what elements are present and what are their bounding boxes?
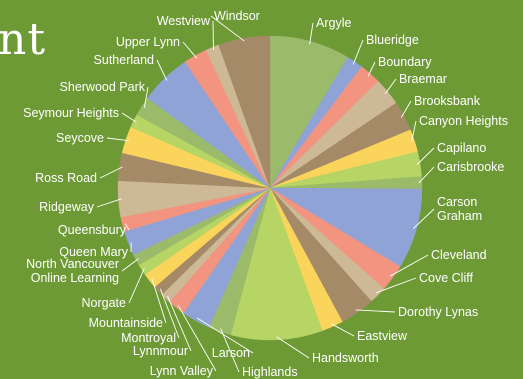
leader-line bbox=[151, 278, 167, 324]
slice-label: Westview bbox=[157, 14, 211, 28]
slice-label: Highlands bbox=[242, 365, 298, 379]
leader-line bbox=[384, 78, 397, 94]
leader-lines bbox=[96, 15, 435, 373]
slice-label: Eastview bbox=[357, 329, 408, 343]
pie-slices bbox=[117, 35, 423, 341]
slice-label: Lynnmour bbox=[133, 344, 188, 358]
leader-line bbox=[416, 147, 435, 165]
slice-label: Sutherland bbox=[94, 53, 155, 67]
leader-line bbox=[413, 208, 435, 229]
leader-line bbox=[210, 15, 245, 42]
leader-line bbox=[167, 296, 192, 352]
leader-line bbox=[121, 112, 137, 123]
slice-label: Seycove bbox=[56, 131, 104, 145]
leader-line bbox=[400, 100, 412, 118]
slice-label: Seymour Heights bbox=[23, 106, 119, 120]
leader-line bbox=[220, 328, 240, 373]
leader-line bbox=[418, 166, 435, 184]
slice-label: Boundary bbox=[378, 55, 432, 69]
leader-line bbox=[375, 277, 417, 294]
slice-label: Carisbrooke bbox=[437, 160, 504, 174]
slice-label: Argyle bbox=[316, 16, 351, 30]
slice-label: Brooksbank bbox=[414, 94, 481, 108]
slice-label: Capilano bbox=[437, 141, 486, 155]
leader-line bbox=[106, 137, 129, 142]
leader-line bbox=[121, 258, 139, 272]
slice-label: Ross Road bbox=[35, 171, 97, 185]
leader-line bbox=[331, 323, 355, 337]
leader-line bbox=[143, 86, 149, 108]
slice-label: Upper Lynn bbox=[116, 35, 180, 49]
slice-label: Handsworth bbox=[312, 351, 379, 365]
slice-label: Windsor bbox=[214, 9, 260, 23]
slice-label: Dorothy Lynas bbox=[398, 305, 478, 319]
leader-line bbox=[159, 288, 180, 339]
slice-label: Norgate bbox=[82, 296, 127, 310]
pie-slice bbox=[218, 35, 271, 189]
slice-label: Mountainside bbox=[89, 316, 163, 330]
slice-label: North Vancouver Online Learning bbox=[26, 257, 119, 285]
leader-line bbox=[96, 198, 122, 208]
leader-line bbox=[182, 41, 198, 59]
slice-label: Cove Cliff bbox=[419, 271, 473, 285]
chart-title-fragment: nt bbox=[0, 14, 47, 65]
leader-line bbox=[212, 20, 214, 51]
slice-labels: Argyle Blueridge Boundary Braemar Brooksbank… bbox=[23, 9, 508, 379]
leader-line bbox=[197, 317, 254, 354]
slice-label: Cleveland bbox=[431, 248, 487, 262]
leader-line bbox=[367, 61, 376, 77]
leader-line bbox=[355, 309, 396, 313]
leader-line bbox=[411, 120, 417, 142]
slice-label: Lynn Valley bbox=[150, 364, 214, 378]
slice-label: Sherwood Park bbox=[60, 80, 146, 94]
leader-line bbox=[124, 223, 130, 231]
leader-line bbox=[352, 39, 364, 65]
leader-line bbox=[128, 268, 145, 304]
leader-line bbox=[276, 336, 310, 359]
leader-line bbox=[156, 59, 168, 81]
pie-slice bbox=[230, 187, 323, 341]
slice-label: Blueridge bbox=[366, 33, 419, 47]
slice-label: Queensbury bbox=[58, 223, 127, 237]
leader-line bbox=[309, 22, 314, 45]
slice-label: Larson bbox=[212, 346, 250, 360]
leader-line bbox=[99, 166, 123, 179]
slice-label: Ridgeway bbox=[39, 200, 95, 214]
slice-label: Carson Graham bbox=[437, 195, 482, 223]
leader-line bbox=[177, 305, 217, 372]
slice-label: Braemar bbox=[399, 72, 447, 86]
slice-label: Canyon Heights bbox=[419, 114, 508, 128]
leader-line bbox=[389, 254, 429, 277]
slice-label: Queen Mary bbox=[59, 245, 129, 259]
slice-label: Montroyal bbox=[121, 331, 176, 345]
